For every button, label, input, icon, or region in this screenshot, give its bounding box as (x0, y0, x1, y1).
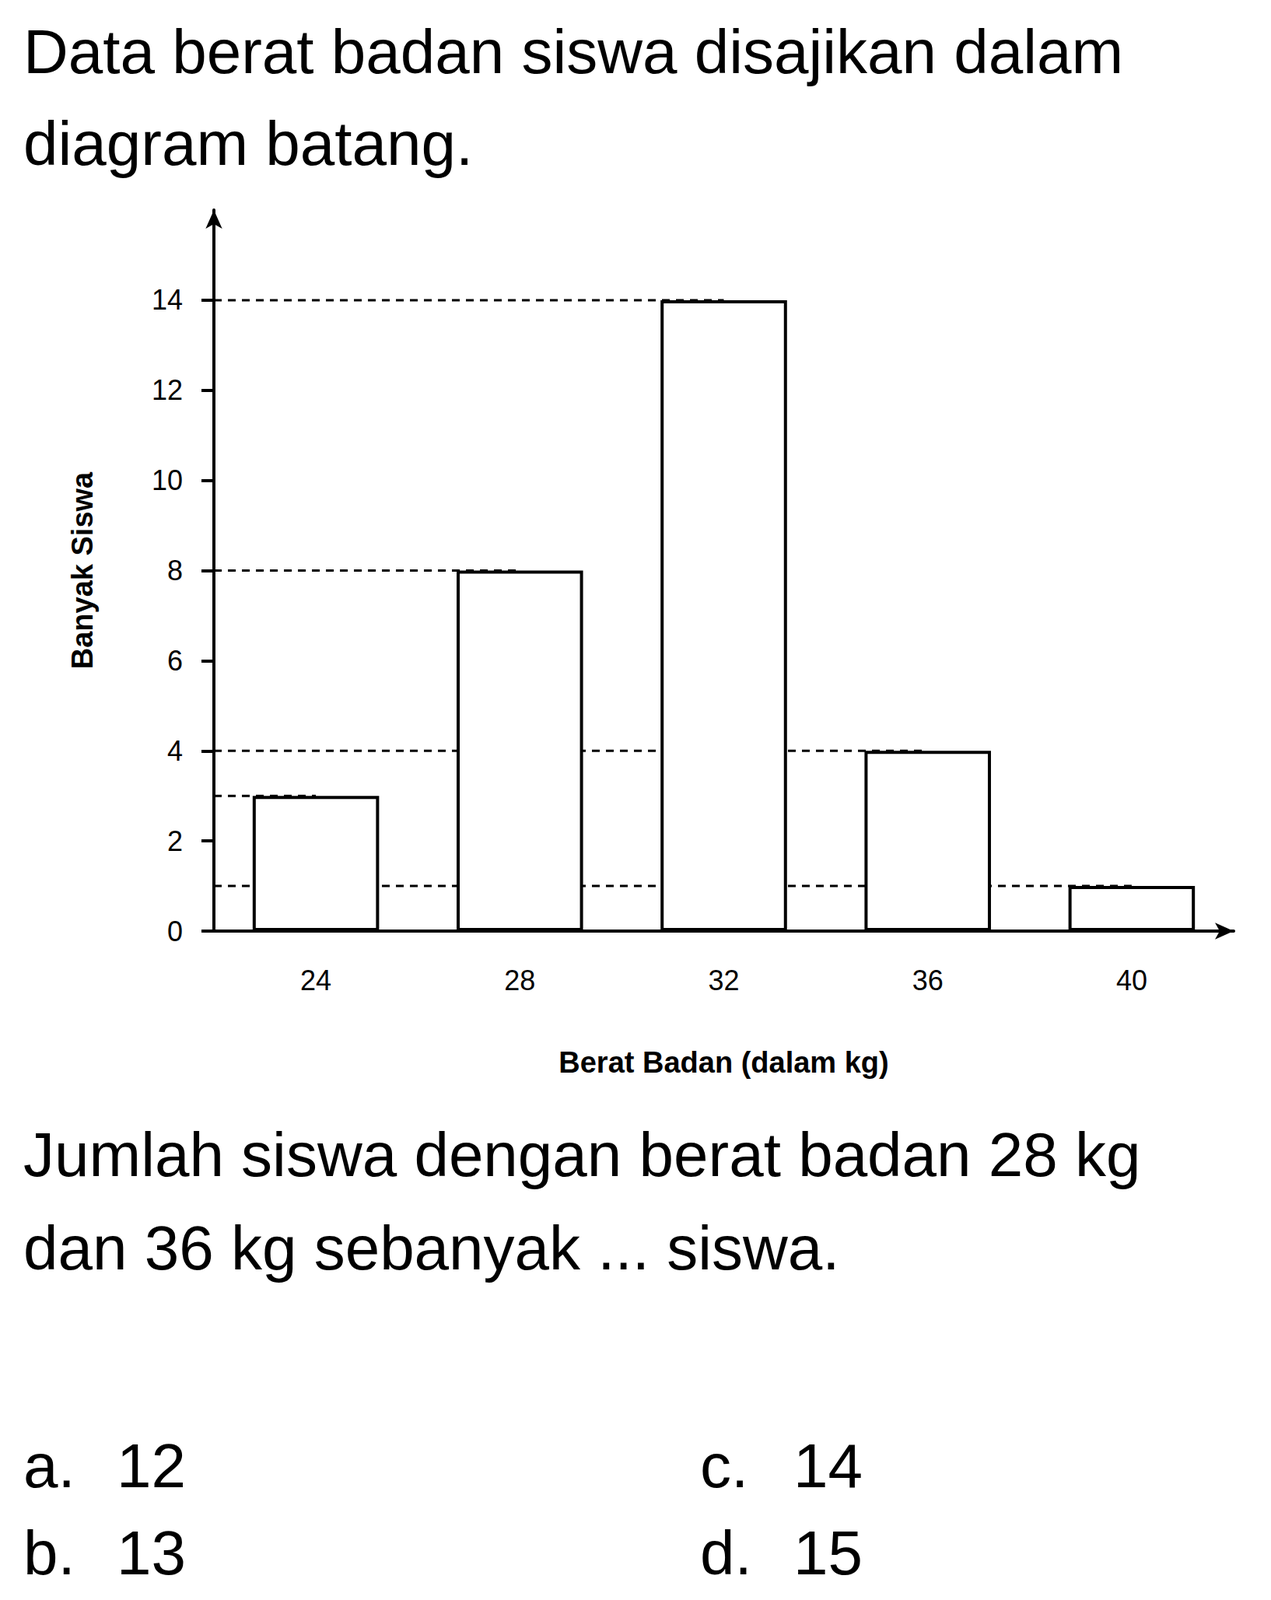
html-text:d.: d. (700, 1518, 752, 1588)
svg-text:28: 28 (504, 964, 536, 997)
svg-text:8: 8 (167, 554, 183, 587)
svg-text:12: 12 (151, 374, 183, 407)
svg-text:40: 40 (1116, 964, 1148, 997)
html-text:Data berat badan siswa disajik: Data berat badan siswa disajikan dalam d… (23, 17, 1124, 179)
svg-text:6: 6 (167, 644, 183, 677)
svg-text:4: 4 (167, 735, 183, 767)
svg-text:0: 0 (167, 915, 183, 948)
svg-text:14: 14 (151, 283, 183, 316)
svg-text:36: 36 (912, 964, 944, 997)
html-text:12: 12 (116, 1431, 186, 1501)
html-text:b.: b. (23, 1518, 76, 1588)
svg-text:Banyak Siswa: Banyak Siswa (66, 471, 99, 669)
html-text:13: 13 (116, 1518, 186, 1588)
html-text:c.: c. (700, 1431, 749, 1501)
html-text:a.: a. (23, 1431, 76, 1501)
svg-text:24: 24 (300, 964, 332, 997)
svg-text:32: 32 (707, 964, 739, 997)
svg-text:Berat Badan (dalam kg): Berat Badan (dalam kg) (558, 1046, 889, 1079)
html-text:Jumlah siswa dengan berat bada: Jumlah siswa dengan berat badan 28 kg da… (23, 1120, 1141, 1283)
html-text:14: 14 (793, 1431, 863, 1501)
svg-text:2: 2 (167, 825, 183, 858)
svg-text:10: 10 (151, 464, 183, 497)
html-text:15: 15 (793, 1518, 863, 1588)
